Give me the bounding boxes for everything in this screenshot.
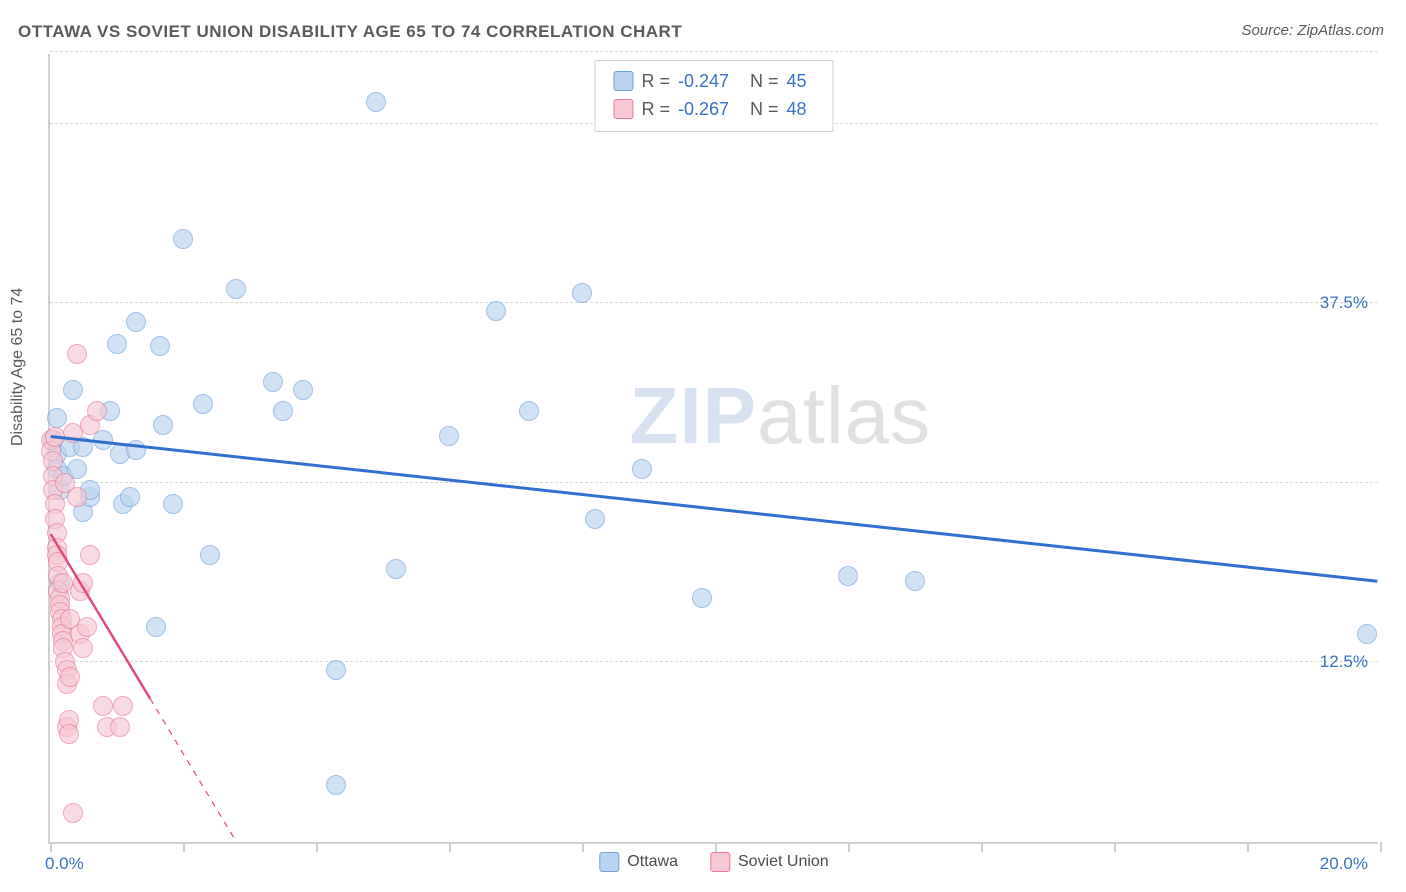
data-point [326,660,346,680]
x-tick [1247,842,1249,852]
data-point [273,401,293,421]
data-point [120,487,140,507]
x-tick [981,842,983,852]
data-point [200,545,220,565]
data-point [439,426,459,446]
data-point [150,336,170,356]
legend-n-value: 45 [787,67,807,95]
data-point [67,344,87,364]
data-point [87,401,107,421]
chart-title: OTTAWA VS SOVIET UNION DISABILITY AGE 65… [18,22,682,42]
legend-r-label: R = [641,95,670,123]
legend-stats-row: R = -0.267 N = 48 [613,95,814,123]
data-point [153,415,173,435]
data-point [77,617,97,637]
legend-label: Ottawa [627,853,678,871]
data-point [93,696,113,716]
data-point [63,380,83,400]
data-point [146,617,166,637]
chart-container: OTTAWA VS SOVIET UNION DISABILITY AGE 65… [0,0,1406,892]
data-point [60,667,80,687]
data-point [293,380,313,400]
data-point [126,312,146,332]
legend-r-label: R = [641,67,670,95]
x-tick [582,842,584,852]
legend-n-label: N = [745,95,779,123]
data-point [45,427,65,447]
data-point [80,545,100,565]
x-tick [183,842,185,852]
data-point [163,494,183,514]
legend-bottom: Ottawa Soviet Union [599,852,828,872]
data-point [126,440,146,460]
points-layer [50,54,1378,842]
data-point [486,301,506,321]
x-tick [449,842,451,852]
data-point [47,408,67,428]
x-tick [50,842,52,852]
data-point [55,473,75,493]
legend-swatch [710,852,730,872]
legend-swatch [613,99,633,119]
data-point [572,283,592,303]
plot-area: ZIPatlas 12.5%37.5%0.0%20.0% R = -0.247 … [48,54,1378,844]
data-point [63,803,83,823]
x-tick [848,842,850,852]
legend-n-label: N = [745,67,779,95]
legend-item: Ottawa [599,852,678,872]
data-point [59,724,79,744]
data-point [173,229,193,249]
y-axis-title: Disability Age 65 to 74 [9,288,27,446]
data-point [193,394,213,414]
data-point [1357,624,1377,644]
x-tick [1380,842,1382,852]
gridline [50,51,1378,52]
legend-n-value: 48 [787,95,807,123]
data-point [905,571,925,591]
data-point [73,638,93,658]
legend-stats-row: R = -0.247 N = 45 [613,67,814,95]
x-tick-label: 0.0% [45,854,84,874]
data-point [226,279,246,299]
x-tick [715,842,717,852]
legend-r-value: -0.247 [678,67,729,95]
legend-swatch [613,71,633,91]
legend-swatch [599,852,619,872]
data-point [326,775,346,795]
data-point [838,566,858,586]
x-tick-label: 20.0% [1320,854,1368,874]
source-label: Source: ZipAtlas.com [1241,22,1384,39]
data-point [386,559,406,579]
data-point [110,717,130,737]
data-point [632,459,652,479]
data-point [585,509,605,529]
data-point [692,588,712,608]
legend-item: Soviet Union [710,852,829,872]
data-point [107,334,127,354]
legend-label: Soviet Union [738,853,829,871]
data-point [263,372,283,392]
data-point [113,696,133,716]
legend-stats-box: R = -0.247 N = 45R = -0.267 N = 48 [594,60,833,132]
legend-r-value: -0.267 [678,95,729,123]
data-point [73,573,93,593]
data-point [519,401,539,421]
x-tick [1114,842,1116,852]
x-tick [316,842,318,852]
data-point [366,92,386,112]
